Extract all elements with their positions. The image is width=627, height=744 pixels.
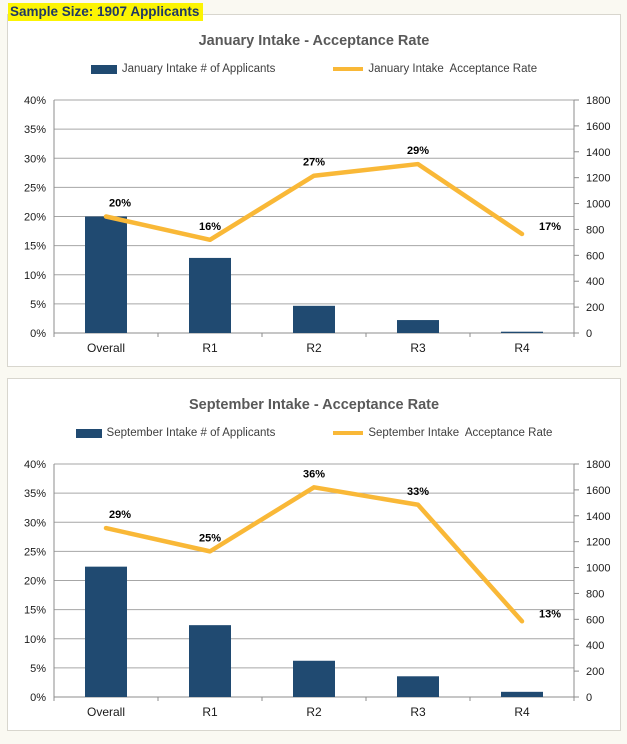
january-chart-panel: January Intake - Acceptance Rate January…	[7, 14, 621, 367]
category-label: R3	[410, 705, 426, 719]
right-axis-tick-label: 1400	[586, 511, 610, 523]
legend-label: September Intake # of Applicants	[106, 427, 276, 439]
legend-item-acceptance-rate: January Intake Acceptance Rate	[333, 63, 537, 75]
applicants-bar	[293, 660, 335, 697]
applicants-bar	[85, 216, 127, 333]
right-axis-tick-label: 1800	[586, 95, 610, 107]
left-axis-tick-label: 0%	[30, 692, 46, 704]
line-data-label: 27%	[303, 157, 325, 169]
january-chart-plot: 0% 5% 10% 15% 20% 25% 30% 35% 40% 0 200 400 600 800 10…	[24, 95, 611, 355]
legend-item-applicants: September Intake # of Applicants	[75, 427, 276, 439]
september-chart-panel: September Intake - Acceptance Rate Septe…	[7, 378, 621, 731]
chart-title: January Intake - Acceptance Rate	[198, 33, 430, 49]
legend-item-applicants: January Intake # of Applicants	[90, 63, 276, 75]
right-axis-tick-label: 600	[586, 250, 604, 262]
category-label: R1	[202, 341, 218, 355]
left-axis-tick-label: 35%	[24, 124, 46, 136]
applicants-bar	[293, 305, 335, 333]
left-axis-tick-label: 15%	[24, 241, 46, 253]
line-data-label: 29%	[109, 509, 131, 521]
sample-size-badge: Sample Size: 1907 Applicants	[8, 3, 204, 21]
line-data-label: 20%	[109, 198, 131, 210]
line-swatch-icon	[333, 431, 364, 435]
legend-item-acceptance-rate: September Intake Acceptance Rate	[333, 427, 552, 439]
left-axis-tick-label: 20%	[24, 212, 46, 224]
category-label: R2	[306, 341, 322, 355]
category-label: R3	[410, 341, 426, 355]
chart-legend: September Intake # of Applicants Septemb…	[8, 427, 620, 439]
right-axis-tick-label: 1600	[586, 485, 610, 497]
left-axis-tick-label: 30%	[24, 153, 46, 165]
acceptance-rate-line	[103, 485, 525, 624]
left-axis-tick-label: 5%	[30, 299, 46, 311]
right-axis-tick-label: 1200	[586, 537, 610, 549]
right-axis-tick-label: 1600	[586, 121, 610, 133]
category-label: R4	[514, 705, 530, 719]
line-data-label: 29%	[407, 145, 429, 157]
chart-title: September Intake - Acceptance Rate	[188, 397, 440, 413]
right-axis-tick-label: 800	[586, 224, 604, 236]
applicants-bar	[501, 691, 543, 697]
left-axis-tick-label: 30%	[24, 517, 46, 529]
right-axis-tick-label: 0	[586, 328, 592, 340]
right-axis-tick-label: 1000	[586, 563, 610, 575]
left-axis-tick-label: 0%	[30, 328, 46, 340]
category-label: Overall	[87, 341, 125, 355]
right-axis-tick-label: 1800	[586, 459, 610, 471]
right-axis-tick-label: 800	[586, 588, 604, 600]
applicants-bar	[397, 676, 439, 697]
applicants-bar	[85, 566, 127, 697]
left-axis-tick-label: 5%	[30, 663, 46, 675]
applicants-bar	[397, 320, 439, 333]
right-axis-tick-label: 200	[586, 666, 604, 678]
category-label: R2	[306, 705, 322, 719]
right-axis-tick-label: 1200	[586, 173, 610, 185]
left-axis-tick-label: 40%	[24, 95, 46, 107]
applicants-bar	[189, 625, 231, 697]
bar-swatch-icon	[90, 64, 117, 74]
left-axis-tick-label: 25%	[24, 546, 46, 558]
left-axis-tick-label: 15%	[24, 605, 46, 617]
line-data-label: 36%	[303, 468, 325, 480]
line-data-label: 33%	[407, 486, 429, 498]
line-data-label: 25%	[199, 532, 221, 544]
legend-label: January Intake # of Applicants	[121, 63, 276, 75]
september-chart-plot: 0% 5% 10% 15% 20% 25% 30% 35% 40% 0 200 400 600 800 10…	[24, 459, 611, 719]
chart-legend: January Intake # of Applicants January I…	[8, 63, 620, 75]
left-axis-tick-label: 35%	[24, 488, 46, 500]
right-axis-tick-label: 400	[586, 276, 604, 288]
line-swatch-icon	[333, 67, 364, 71]
legend-label: September Intake Acceptance Rate	[368, 427, 553, 439]
category-label: R4	[514, 341, 530, 355]
category-label: Overall	[87, 705, 125, 719]
left-axis-tick-label: 10%	[24, 634, 46, 646]
applicants-bar	[501, 331, 543, 333]
left-axis-tick-label: 40%	[24, 459, 46, 471]
right-axis-tick-label: 1000	[586, 199, 610, 211]
right-axis-tick-label: 0	[586, 692, 592, 704]
category-label: R1	[202, 705, 218, 719]
left-axis-tick-label: 10%	[24, 270, 46, 282]
right-axis-tick-label: 400	[586, 640, 604, 652]
bar-swatch-icon	[75, 428, 102, 438]
applicants-bar	[189, 257, 231, 333]
left-axis-tick-label: 25%	[24, 182, 46, 194]
line-data-label: 13%	[539, 608, 561, 620]
acceptance-rate-line	[103, 161, 525, 243]
right-axis-tick-label: 600	[586, 614, 604, 626]
left-axis-tick-label: 20%	[24, 576, 46, 588]
right-axis-tick-label: 200	[586, 302, 604, 314]
line-data-label: 16%	[199, 221, 221, 233]
legend-label: January Intake Acceptance Rate	[368, 63, 538, 75]
right-axis-tick-label: 1400	[586, 147, 610, 159]
line-data-label: 17%	[539, 221, 561, 233]
